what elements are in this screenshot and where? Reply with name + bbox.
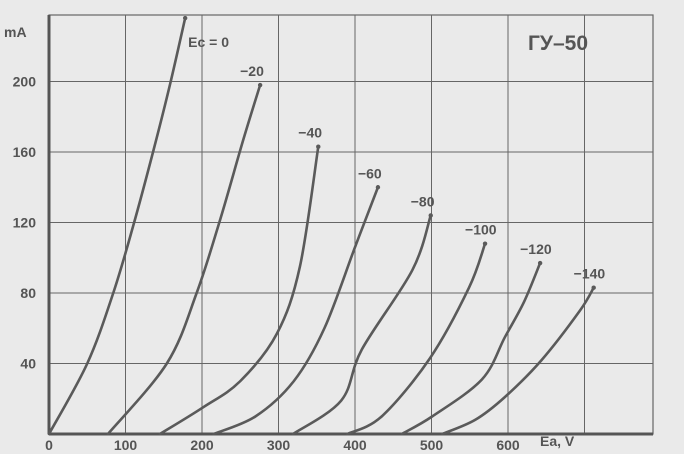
series-end-marker <box>428 213 433 218</box>
ticks: 0 100 200 300 400 500 600 40 80 120 160 200 <box>13 74 520 454</box>
series-end-marker <box>482 241 488 246</box>
series-line <box>291 214 433 436</box>
x-tick-label: 300 <box>267 437 291 453</box>
series-end-marker <box>316 144 321 149</box>
series-label: −100 <box>465 222 497 238</box>
plot-frame <box>48 14 654 435</box>
series-label: −20 <box>240 63 264 79</box>
series-label: −60 <box>358 165 382 181</box>
chart-title: ГУ–50 <box>528 32 588 55</box>
series-end-marker <box>182 15 188 21</box>
series-end-marker <box>257 82 263 88</box>
y-axis-label: mA <box>4 24 27 40</box>
series-label: −120 <box>520 241 552 257</box>
series-line <box>212 185 380 436</box>
x-tick-label: 600 <box>496 437 520 453</box>
series-end-marker <box>537 260 543 266</box>
series-line <box>440 286 595 436</box>
series-label: −40 <box>298 125 322 141</box>
curves: Ec = 0 −20 −40 −60 −80 −100 −120 −140 <box>47 15 606 436</box>
x-tick-label: 500 <box>420 437 444 453</box>
series-end-marker <box>375 185 381 190</box>
y-tick-label: 80 <box>20 285 36 301</box>
x-axis-label: Ea, V <box>540 433 575 449</box>
x-tick-label: 0 <box>45 437 53 453</box>
y-tick-label: 120 <box>13 215 37 231</box>
x-tick-label: 100 <box>114 437 138 453</box>
series-label: −80 <box>411 193 435 209</box>
grid <box>47 14 654 436</box>
series-label: Ec = 0 <box>188 34 229 50</box>
y-tick-label: 160 <box>13 144 37 160</box>
x-tick-label: 400 <box>343 437 367 453</box>
y-tick-label: 40 <box>20 356 36 372</box>
y-tick-label: 200 <box>13 74 37 90</box>
series-line <box>47 16 187 436</box>
series-line <box>346 242 487 436</box>
series-end-marker <box>591 285 596 290</box>
series-line <box>106 83 262 436</box>
series-line <box>400 261 542 436</box>
series-line <box>158 145 320 436</box>
x-tick-label: 200 <box>190 437 214 453</box>
series-label: −140 <box>574 266 606 282</box>
